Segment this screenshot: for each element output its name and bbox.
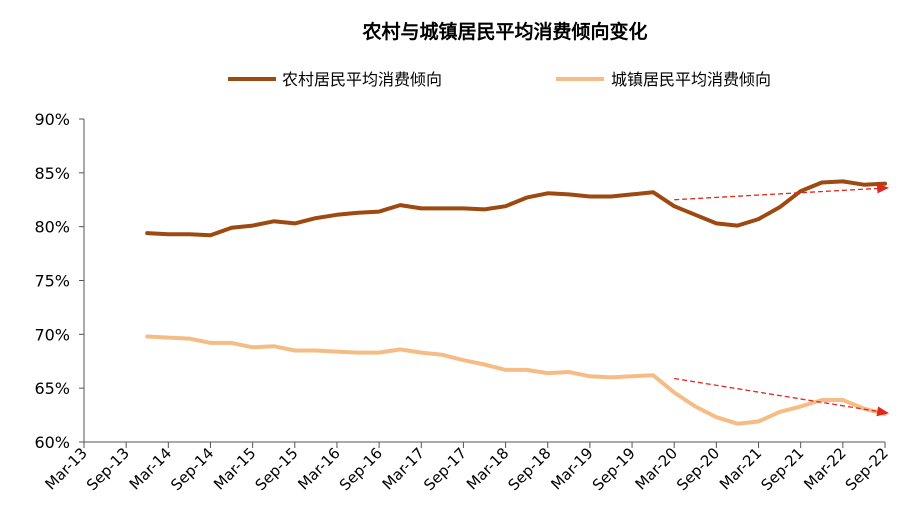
x-tick-label: Mar-16 [294, 444, 343, 493]
x-axis-ticks: Mar-13Sep-13Mar-14Sep-14Mar-15Sep-15Mar-… [41, 442, 892, 494]
series-line-rural [145, 179, 887, 238]
x-tick-label: Mar-18 [463, 444, 512, 493]
x-tick-label: Mar-21 [716, 444, 765, 493]
trend-arrow-rural [674, 183, 890, 201]
y-tick-label: 60% [34, 433, 70, 452]
series-line-urban [145, 334, 887, 426]
legend: 农村居民平均消费倾向 城镇居民平均消费倾向 [228, 70, 771, 89]
x-tick-label: Mar-17 [379, 444, 428, 493]
x-tick-label: Sep-15 [252, 444, 302, 494]
y-tick-label: 70% [34, 325, 70, 344]
x-tick-label: Sep-21 [757, 444, 807, 494]
x-tick-label: Mar-15 [210, 444, 259, 493]
x-tick-label: Sep-20 [673, 444, 723, 494]
y-tick-label: 75% [34, 272, 70, 291]
x-tick-label: Sep-22 [842, 444, 892, 494]
x-tick-label: Mar-14 [126, 444, 175, 493]
chart-title: 农村与城镇居民平均消费倾向变化 [361, 20, 647, 43]
y-tick-label: 65% [34, 379, 70, 398]
y-tick-label: 90% [34, 110, 70, 129]
trend-arrow-urban [674, 377, 890, 417]
x-tick-label: Mar-19 [547, 444, 596, 493]
annotation-layer [674, 183, 890, 417]
y-tick-label: 85% [34, 164, 70, 183]
x-tick-label: Sep-14 [167, 444, 217, 494]
series-layer [145, 179, 887, 426]
x-tick-label: Sep-19 [589, 444, 639, 494]
x-tick-label: Mar-20 [632, 444, 681, 493]
legend-label-rural: 农村居民平均消费倾向 [282, 70, 442, 89]
x-tick-label: Sep-13 [83, 444, 133, 494]
legend-label-urban: 城镇居民平均消费倾向 [611, 70, 771, 89]
x-tick-label: Mar-22 [800, 444, 849, 493]
y-tick-label: 80% [34, 218, 70, 237]
x-tick-label: Sep-18 [505, 444, 555, 494]
x-tick-label: Sep-17 [420, 444, 470, 494]
y-axis-ticks: 60% 65% 70% 75% 80% 85% 90% [34, 110, 84, 452]
x-tick-label: Sep-16 [336, 444, 386, 494]
